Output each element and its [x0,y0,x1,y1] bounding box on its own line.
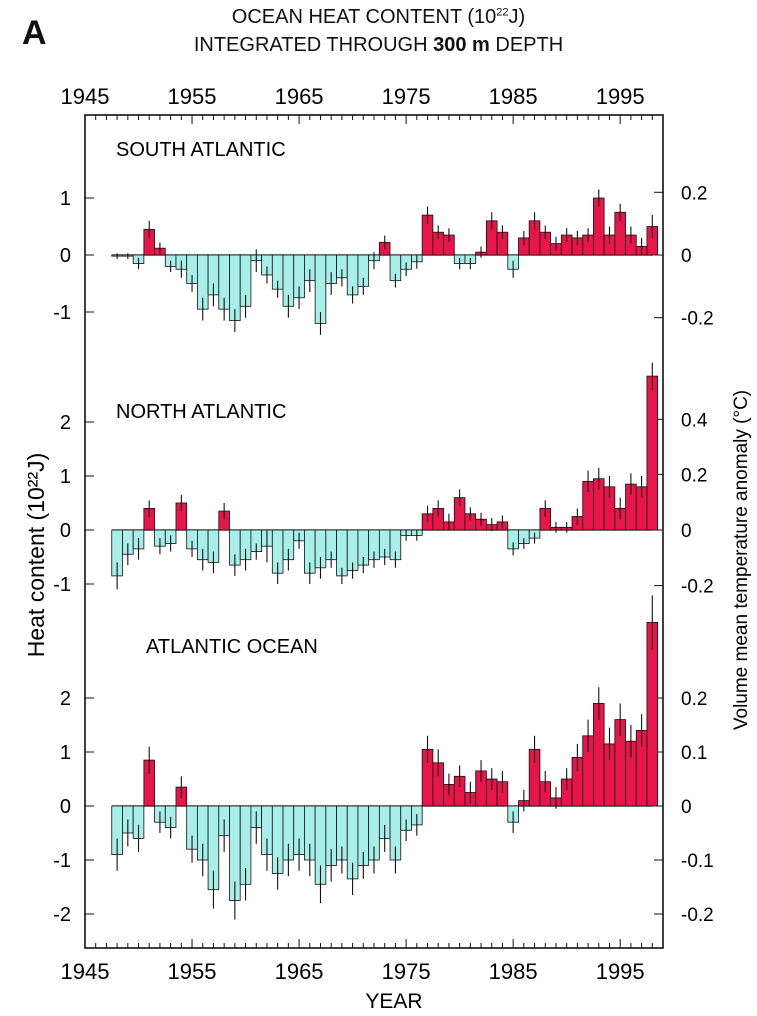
title-line1-suffix: J) [508,6,526,28]
y-tick-label-right: 0.4 [681,410,708,431]
y-tick-label-left: 1 [60,742,71,764]
x-axis-label: YEAR [365,990,422,1013]
x-tick-label-bottom: 1945 [61,959,110,984]
title-line2-suffix: DEPTH [489,34,564,56]
y-axis-label-right: Volume mean temperature anomaly (°C) [731,390,752,730]
x-tick-label-top: 1955 [168,84,217,109]
y-tick-label-left: 1 [60,466,71,488]
y-tick-label-left: -2 [53,904,71,926]
x-tick-label-bottom: 1985 [489,959,538,984]
chart-title-line1: OCEAN HEAT CONTENT (1022J) [0,6,757,29]
y-tick-label-right: -0.1 [681,851,714,872]
panel-title: NORTH ATLANTIC [116,401,286,423]
y-tick-label-left: 0 [60,796,71,818]
y-tick-label-right: -0.2 [681,905,714,926]
y-tick-label-right: 0 [681,246,692,267]
y-tick-label-right: 0 [681,797,692,818]
title-line2-bold: 300 m [433,34,490,56]
x-tick-label-top: 1995 [596,84,645,109]
title-line2-text: INTEGRATED THROUGH [193,34,434,56]
bar-positive [646,622,659,807]
y-tick-label-right: -0.2 [681,309,714,330]
y-tick-label-right: 0 [681,521,692,542]
y-tick-label-left: -1 [53,302,71,324]
title-line1-text: OCEAN HEAT CONTENT (10 [231,6,497,28]
x-tick-label-bottom: 1995 [596,959,645,984]
y-tick-label-left: -1 [53,850,71,872]
y-tick-label-left: 0 [60,520,71,542]
panel-title: ATLANTIC OCEAN [146,636,318,658]
x-tick-label-top: 1975 [382,84,431,109]
chart-title-line2: INTEGRATED THROUGH 300 m DEPTH [0,34,757,57]
x-tick-label-bottom: 1965 [275,959,324,984]
y-tick-label-right: 0.2 [681,465,707,486]
y-tick-label-right: 0.2 [681,689,707,710]
x-tick-label-top: 1965 [275,84,324,109]
x-tick-label-bottom: 1975 [382,959,431,984]
bar-positive [646,375,659,531]
panel-letter: A [22,14,47,52]
y-tick-label-left: 1 [60,188,71,210]
y-tick-label-left: 0 [60,245,71,267]
y-tick-label-left: 2 [60,688,71,710]
title-line1-superscript: 22 [496,6,509,19]
x-tick-label-top: 1985 [489,84,538,109]
y-axis-label-left: Heat content (10²²J) [23,453,49,658]
y-tick-label-right: -0.2 [681,577,714,598]
x-tick-label-bottom: 1955 [168,959,217,984]
y-tick-label-left: -1 [53,574,71,596]
panel-title: SOUTH ATLANTIC [116,139,286,161]
x-tick-label-top: 1945 [61,84,110,109]
y-tick-label-left: 2 [60,412,71,434]
y-tick-label-right: 0.1 [681,743,707,764]
y-tick-label-right: 0.2 [681,183,707,204]
